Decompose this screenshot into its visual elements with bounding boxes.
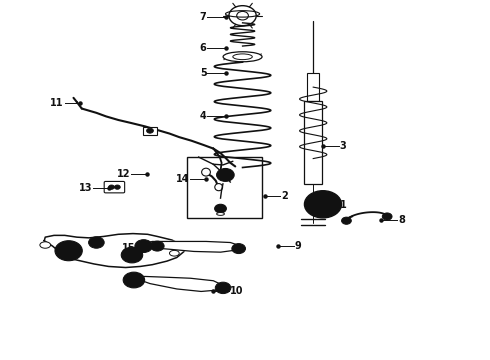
Circle shape xyxy=(232,244,245,253)
Circle shape xyxy=(310,209,314,212)
Circle shape xyxy=(123,272,145,288)
Circle shape xyxy=(89,237,104,248)
Polygon shape xyxy=(44,234,184,267)
Text: 4: 4 xyxy=(200,111,206,121)
Circle shape xyxy=(217,168,234,181)
Circle shape xyxy=(129,276,139,284)
Circle shape xyxy=(215,282,231,294)
Bar xyxy=(187,157,262,217)
Text: 1: 1 xyxy=(340,200,346,210)
Circle shape xyxy=(325,212,329,215)
Circle shape xyxy=(312,197,334,212)
Circle shape xyxy=(147,128,153,133)
Text: 5: 5 xyxy=(200,68,206,78)
Text: 10: 10 xyxy=(230,287,244,296)
Polygon shape xyxy=(132,276,225,292)
Circle shape xyxy=(135,240,152,252)
Circle shape xyxy=(318,201,328,208)
Circle shape xyxy=(215,204,226,213)
Text: 6: 6 xyxy=(200,43,206,53)
Text: 7: 7 xyxy=(200,13,206,22)
Ellipse shape xyxy=(225,11,260,17)
Text: 11: 11 xyxy=(50,98,64,108)
Circle shape xyxy=(121,247,143,263)
Text: 2: 2 xyxy=(281,191,288,201)
Text: 8: 8 xyxy=(398,215,405,225)
Circle shape xyxy=(115,185,120,189)
Bar xyxy=(304,102,322,184)
Ellipse shape xyxy=(217,212,224,215)
Bar xyxy=(307,73,319,102)
Circle shape xyxy=(304,191,342,218)
Circle shape xyxy=(342,217,351,224)
Circle shape xyxy=(382,213,392,220)
Ellipse shape xyxy=(202,168,210,176)
Ellipse shape xyxy=(40,242,50,248)
Circle shape xyxy=(221,172,229,178)
Text: 12: 12 xyxy=(117,168,130,179)
Ellipse shape xyxy=(233,54,252,60)
Circle shape xyxy=(325,193,329,196)
Circle shape xyxy=(109,185,115,189)
Ellipse shape xyxy=(223,52,262,62)
Ellipse shape xyxy=(215,184,222,191)
Polygon shape xyxy=(140,242,241,252)
Bar xyxy=(143,127,157,135)
Ellipse shape xyxy=(170,250,179,256)
Text: 15: 15 xyxy=(122,243,136,253)
FancyBboxPatch shape xyxy=(104,181,124,193)
Text: 9: 9 xyxy=(294,241,301,251)
Text: 14: 14 xyxy=(176,174,190,184)
Text: 3: 3 xyxy=(340,141,346,151)
Circle shape xyxy=(55,241,82,261)
Circle shape xyxy=(335,203,339,206)
Circle shape xyxy=(150,241,164,251)
Circle shape xyxy=(310,197,314,200)
Text: 13: 13 xyxy=(78,183,92,193)
Circle shape xyxy=(126,251,137,259)
Circle shape xyxy=(62,246,75,256)
